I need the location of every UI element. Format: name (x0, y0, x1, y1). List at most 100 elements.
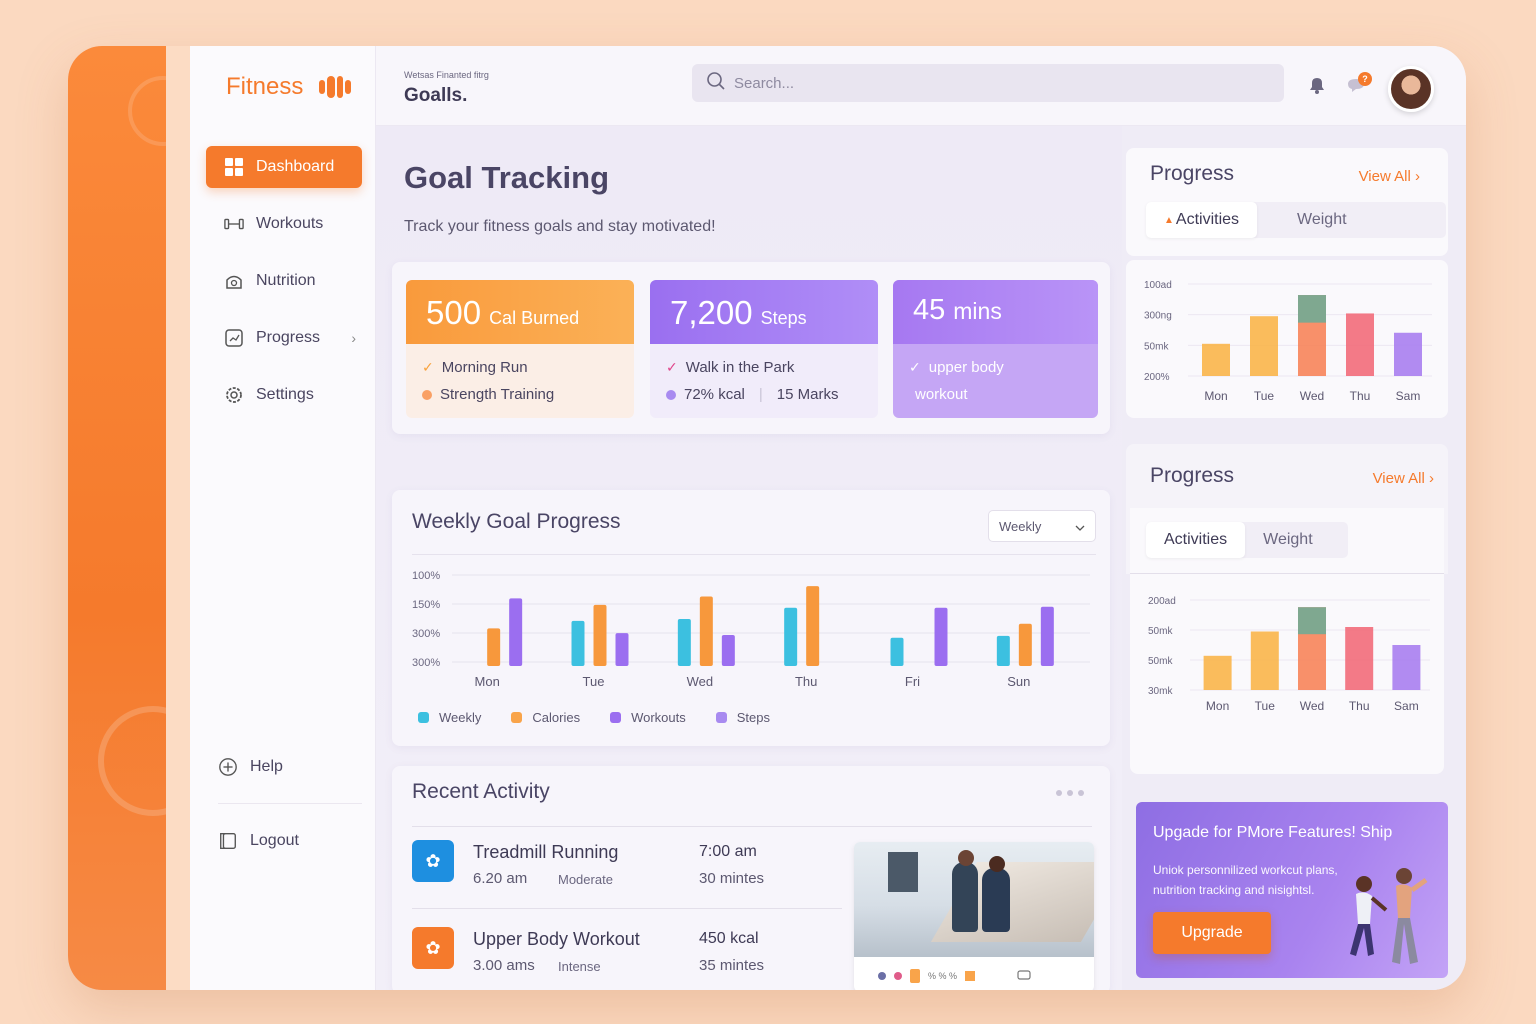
bar-weekly (890, 637, 904, 666)
stat-line: upper body (928, 359, 1004, 376)
bar-top-segment (1298, 607, 1326, 635)
stat-card-minutes[interactable]: 45 mins ✓ upper body workout (893, 280, 1098, 418)
avatar[interactable] (1388, 66, 1434, 112)
tab-label: Activities (1175, 211, 1240, 228)
sidebar-item-settings[interactable]: Settings (206, 374, 362, 416)
bar (1345, 627, 1374, 690)
bar (1394, 332, 1422, 376)
progress-chart-card: 200ad 50mk 50mk 30mk Mon Tue Wed Thu Sam (1130, 574, 1444, 774)
photo-caption: % % % (928, 971, 958, 981)
activity-value: 450 kcal (699, 930, 759, 947)
sidebar-item-label: Workouts (256, 215, 324, 232)
y-tick-label: 150% (412, 599, 440, 611)
message-icon[interactable]: ? (1346, 72, 1372, 101)
search-input[interactable] (734, 74, 1254, 92)
legend-label: Workouts (631, 710, 686, 725)
cart-icon[interactable] (1017, 970, 1031, 982)
x-tick-label: Sun (1007, 674, 1030, 689)
stat-line: 72% kcal (684, 386, 745, 403)
search-icon (706, 71, 726, 96)
sidebar-item-workouts[interactable]: Workouts (206, 203, 362, 245)
activity-name: Treadmill Running (473, 842, 619, 862)
main-content: Goal Tracking Track your fitness goals a… (376, 126, 1122, 990)
stat-unit: Cal Burned (489, 308, 580, 328)
bar-weekly (677, 619, 691, 666)
brand[interactable]: Fitness (226, 72, 352, 102)
sidebar-item-label: Logout (250, 832, 299, 849)
upgrade-banner: Upgade for PMore Features! Ship Uniok pe… (1136, 802, 1448, 978)
progress-card-header: Progress View All › ▲ Activities Weight (1126, 148, 1448, 256)
check-icon: ✓ (909, 359, 921, 375)
sidebar-item-logout[interactable]: Logout (206, 820, 362, 862)
sidebar-item-nutrition[interactable]: Nutrition (206, 260, 362, 302)
right-panel: Progress View All › ▲ Activities Weight 1… (1122, 126, 1466, 990)
logout-icon (218, 831, 238, 851)
y-tick-label: 50mk (1144, 341, 1169, 352)
x-tick-label: Tue (1255, 699, 1276, 713)
x-tick-label: Wed (687, 674, 714, 689)
card-title: Progress (1150, 464, 1235, 487)
activity-value: 7:00 am (699, 843, 757, 860)
recent-activity-card: Recent Activity ✿ Treadmill Running 6.20… (392, 766, 1110, 990)
dot-icon (422, 389, 432, 400)
bar-calories (1018, 623, 1032, 666)
y-tick-label: 200% (1144, 372, 1170, 383)
upgrade-button[interactable]: Upgrade (1153, 912, 1271, 954)
separator: | (758, 386, 763, 403)
running-icon: ✿ (412, 840, 454, 882)
period-select[interactable]: Weekly (988, 510, 1096, 542)
tab-weight[interactable]: Weight (1257, 202, 1365, 238)
y-tick-label: 200ad (1148, 596, 1176, 607)
workout-photo[interactable]: % % % (854, 842, 1094, 990)
search-bar[interactable] (692, 64, 1284, 102)
tab-activities[interactable]: Activities (1146, 522, 1246, 558)
activity-item[interactable]: ✿ Treadmill Running 6.20 am Moderate 7:0… (412, 840, 842, 910)
top-bar: Wetsas Finanted fitrg Goalls. ? (376, 46, 1466, 126)
stat-line: Walk in the Park (685, 359, 795, 376)
legend-item[interactable]: Calories (511, 710, 580, 725)
chart-legend: Weekly Calories Workouts Steps (418, 710, 770, 725)
sidebar-item-help[interactable]: Help (206, 746, 362, 788)
legend-label: Weekly (439, 710, 482, 725)
dumbbell-icon (224, 214, 244, 234)
tab-label: Weight (1263, 531, 1313, 548)
legend-swatch (511, 712, 523, 723)
sidebar-item-dashboard[interactable]: Dashboard (206, 146, 362, 188)
y-tick-label: 50mk (1148, 626, 1173, 637)
decorative-strip-light (166, 46, 190, 990)
bar-weekly (784, 607, 798, 666)
view-all-link[interactable]: View All › (1372, 470, 1434, 487)
y-tick-label: 300% (412, 657, 440, 669)
stat-line: Morning Run (441, 359, 528, 376)
breadcrumb: Wetsas Finanted fitrg (404, 70, 489, 80)
bell-icon[interactable] (1306, 74, 1328, 101)
progress-chart-card: 100ad 300ng 50mk 200% Mon Tue Wed Thu Sam (1126, 260, 1448, 418)
x-tick-label: Thu (1350, 389, 1371, 403)
sidebar-item-progress[interactable]: Progress › (206, 317, 362, 359)
stat-value: 7,200 (670, 294, 753, 331)
activity-time: 6.20 am (473, 870, 528, 887)
legend-item[interactable]: Weekly (418, 710, 481, 725)
tab-activities[interactable]: ▲ Activities (1146, 202, 1258, 238)
weekly-bar-chart: 100% 150% 300% 300% Mon Tue Wed Thu Fri Sun (412, 570, 1090, 689)
bar-workouts (615, 633, 629, 666)
bar (1250, 631, 1279, 690)
legend-item[interactable]: Steps (715, 710, 770, 725)
tab-weight[interactable]: Weight (1245, 522, 1331, 558)
stat-card-calories[interactable]: 500 Cal Burned ✓ Morning Run Strength Trai… (406, 280, 634, 418)
x-tick-label: Tue (583, 674, 605, 689)
activity-item[interactable]: ✿ Upper Body Workout 3.00 ams Intense 45… (412, 927, 842, 990)
legend-item[interactable]: Workouts (610, 710, 686, 725)
activity-level: Intense (558, 959, 601, 974)
stat-card-steps[interactable]: 7,200 Steps ✓ Walk in the Park 72% kcal | 15… (650, 280, 878, 418)
view-all-link[interactable]: View All › (1358, 168, 1420, 185)
x-tick-label: Sam (1396, 389, 1421, 403)
notification-badge: ? (1358, 72, 1372, 86)
bar-workouts (721, 634, 735, 666)
bar (1202, 343, 1230, 376)
divider (412, 826, 1092, 827)
legend-swatch (418, 712, 429, 723)
bar (1203, 655, 1232, 690)
more-options-icon[interactable] (1056, 790, 1084, 796)
photo-toolbar: % % % (854, 960, 1094, 990)
